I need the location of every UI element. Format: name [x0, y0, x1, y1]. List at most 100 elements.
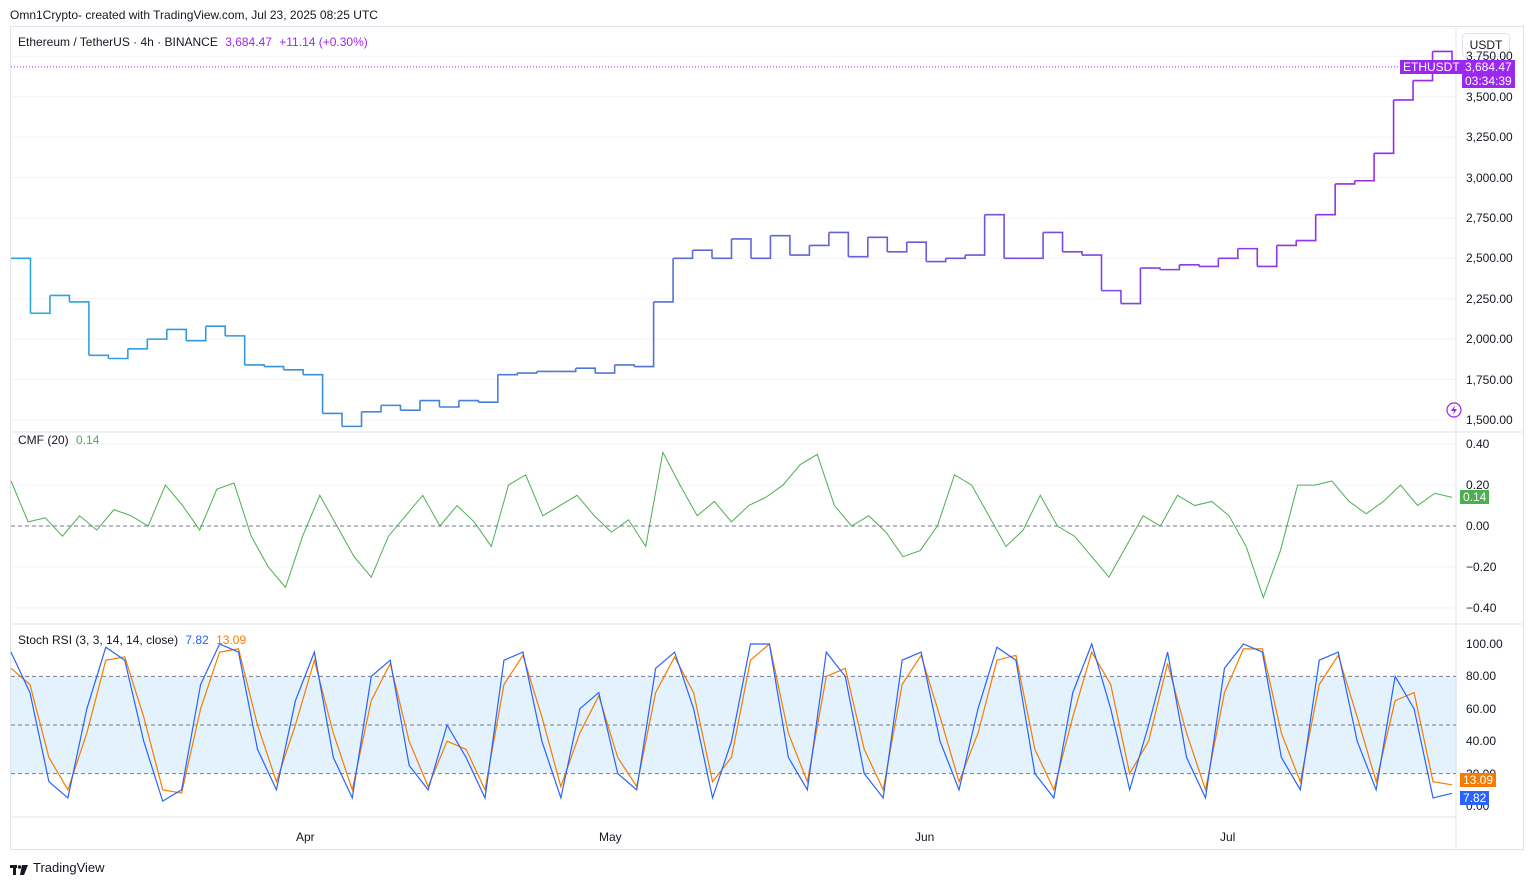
symbol-label[interactable]: Ethereum / TetherUS · 4h · BINANCE: [18, 35, 218, 49]
stoch-title[interactable]: Stoch RSI (3, 3, 14, 14, close): [18, 633, 179, 647]
price-segment: [458, 399, 480, 403]
price-segment: [575, 367, 596, 374]
price-segment: [692, 249, 713, 259]
price-segment: [380, 404, 402, 411]
price-segment: [400, 400, 421, 412]
price-legend: Ethereum / TetherUS · 4h · BINANCE 3,684…: [18, 35, 368, 49]
stoch-k-value: 7.82: [185, 633, 209, 647]
price-tick-label: 3,500.00: [1466, 89, 1513, 104]
price-tick-label: 1,750.00: [1466, 372, 1513, 387]
cmf-tick-label: −0.40: [1466, 600, 1497, 615]
brand[interactable]: TradingView: [10, 860, 105, 875]
price-segment: [984, 213, 1005, 259]
price-tick-label: 2,250.00: [1466, 291, 1513, 306]
brand-name: TradingView: [33, 860, 105, 875]
price-segment: [653, 258, 674, 303]
price-segment: [283, 369, 304, 375]
price-segment: [322, 412, 343, 427]
price-segment: [342, 411, 363, 428]
author-line: Omn1Crypto- created with TradingView.com…: [10, 8, 378, 22]
price-segment: [439, 400, 460, 408]
stoch-k-line: [10, 642, 1453, 803]
price-segment: [361, 405, 382, 413]
price-segment: [166, 328, 188, 341]
price-segment: [1315, 183, 1336, 216]
price-segment: [906, 241, 928, 262]
price-segment: [1179, 263, 1200, 267]
price-segment: [1354, 153, 1375, 182]
price-segment: [1082, 254, 1103, 291]
cmf-tick-label: 0.00: [1466, 519, 1490, 533]
price-line: [11, 50, 1453, 428]
price-segment: [1159, 264, 1181, 271]
price-segment: [1218, 248, 1239, 260]
price-tick-label: 1,500.00: [1466, 412, 1513, 427]
cmf-value: 0.14: [76, 433, 100, 447]
price-segment: [1043, 231, 1064, 252]
price-segment: [1023, 232, 1044, 260]
price-segment: [419, 399, 441, 407]
cmf-series: [10, 450, 1453, 600]
price-segment: [30, 295, 51, 315]
price-segment: [614, 364, 635, 367]
cmf-line: [10, 450, 1453, 600]
price-segment: [225, 335, 246, 365]
time-tick-label: Apr: [296, 830, 315, 844]
cmf-tick-label: 0.20: [1466, 478, 1490, 493]
stoch-tick-label: 40.00: [1466, 734, 1497, 749]
price-segment: [965, 214, 986, 256]
price-tick-label: 3,750.00: [1466, 49, 1513, 64]
cmf-legend: CMF (20) 0.14: [18, 433, 99, 447]
price-segment: [1374, 99, 1395, 155]
time-tick-label: Jul: [1220, 830, 1236, 844]
price-segment: [731, 238, 752, 259]
price-tick-label: 2,000.00: [1466, 332, 1513, 347]
price-segment: [770, 234, 791, 256]
alert-icon[interactable]: [1446, 402, 1462, 418]
price-segment: [69, 301, 90, 356]
price-segment: [244, 364, 265, 367]
cmf-title[interactable]: CMF (20): [18, 433, 69, 447]
countdown-tag: 03:34:39: [1462, 73, 1515, 88]
price-segment: [1257, 245, 1278, 268]
price-segment: [556, 368, 577, 373]
price-segment: [848, 237, 869, 258]
price-segment: [127, 339, 149, 350]
price-segment: [303, 373, 324, 414]
price-segment: [867, 236, 889, 252]
stoch-legend: Stoch RSI (3, 3, 14, 14, close) 7.82 13.…: [18, 633, 246, 647]
price-segment: [478, 374, 499, 403]
price-segment: [186, 326, 207, 342]
price-segment: [1140, 267, 1161, 270]
price-segment: [1101, 289, 1122, 304]
last-price-value: 3,684.47: [225, 35, 272, 49]
price-tick-label: 3,250.00: [1466, 130, 1513, 145]
price-segment: [945, 255, 966, 260]
stoch-d-value: 13.09: [216, 633, 247, 647]
price-segment: [1198, 258, 1220, 268]
price-segment: [1237, 247, 1259, 267]
time-tick-label: May: [599, 830, 622, 844]
cmf-value-tag: 0.14: [1460, 490, 1490, 505]
price-tick-label: 3,000.00: [1466, 170, 1513, 185]
stoch-k-tag: 7.82: [1460, 791, 1490, 806]
stoch-tick-label: 60.00: [1466, 701, 1497, 716]
price-segment: [828, 231, 850, 257]
stoch-tick-label: 80.00: [1466, 669, 1497, 684]
currency-button[interactable]: USDT: [1462, 33, 1510, 57]
price-segment: [264, 365, 285, 370]
price-segment: [1296, 214, 1317, 242]
price-segment: [634, 301, 655, 368]
price-segment: [926, 258, 947, 263]
price-segment: [789, 245, 811, 256]
price-change-value: +11.14 (+0.30%): [279, 35, 368, 49]
price-segment: [11, 257, 32, 314]
last-price-tag: 3,684.47: [1462, 59, 1515, 74]
price-segment: [1335, 180, 1356, 185]
price-segment: [108, 348, 129, 360]
symbol-tag: ETHUSDT: [1400, 59, 1463, 74]
price-segment: [750, 235, 772, 260]
price-segment: [1393, 80, 1414, 101]
chart-frame: [10, 26, 1524, 850]
